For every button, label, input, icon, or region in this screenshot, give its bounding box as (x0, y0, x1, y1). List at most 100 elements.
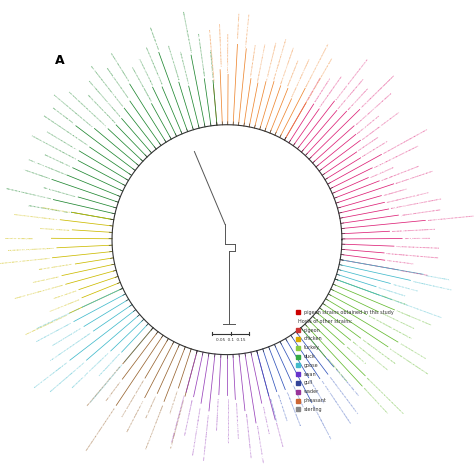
Text: XRNf-B/7GOvdB2VNOxNhCrQvi: XRNf-B/7GOvdB2VNOxNhCrQvi (43, 186, 76, 197)
Text: 1Hns6WBK8FdvMJ4GmyQSvHagEY0emE: 1Hns6WBK8FdvMJ4GmyQSvHagEY0emE (362, 339, 396, 365)
Text: 4.EMRg-WCd/dxlfZTiCxd7N-v: 4.EMRg-WCd/dxlfZTiCxd7N-v (179, 50, 189, 84)
Text: Qb/QR6zU-0mXI1YXOWRIKuLc1: Qb/QR6zU-0mXI1YXOWRIKuLc1 (109, 53, 129, 82)
Text: ZLHpj6Zvq/A15K18w2/iKDy_s-: ZLHpj6Zvq/A15K18w2/iKDy_s- (46, 130, 78, 150)
Text: P1r_1KAuF0Omzun768xcXyf0VPpbqRMe: P1r_1KAuF0Omzun768xcXyf0VPpbqRMe (197, 33, 205, 77)
Text: duck: duck (304, 354, 316, 359)
Text: nMuowc/fgFDyOuRmCY0vODaKY5diM: nMuowc/fgFDyOuRmCY0vODaKY5diM (86, 94, 115, 124)
Text: oKw8MAYvT7CZF9fzCzBJ: oKw8MAYvT7CZF9fzCzBJ (381, 295, 407, 306)
Text: 7n9avswBqPiK3xLgpQVvfEv6.LQAO: 7n9avswBqPiK3xLgpQVvfEv6.LQAO (412, 280, 452, 290)
Text: _6rIpZe00V/wJ41rwTBXJf: _6rIpZe00V/wJ41rwTBXJf (137, 58, 152, 85)
Text: pheasant: pheasant (304, 398, 327, 403)
Text: xzYXx4w4qPl_7cbR6SsugE: xzYXx4w4qPl_7cbR6SsugE (40, 227, 70, 230)
Text: A.aeqgFZqzXTzzp1_cco1: A.aeqgFZqzXTzzp1_cco1 (210, 49, 214, 78)
Text: wGP4nRaaQEnuf/dRCw2dTP: wGP4nRaaQEnuf/dRCw2dTP (99, 353, 121, 376)
Text: AnQTefQqeI8fIUWb8TOx4iU6: AnQTefQqeI8fIUWb8TOx4iU6 (251, 44, 257, 76)
Text: KY0/9mSBqe.6n_KM/XxMd1kYit2Q/NODCs: KY0/9mSBqe.6n_KM/XxMd1kYit2Q/NODCs (8, 247, 55, 251)
Text: turkey: turkey (304, 345, 320, 350)
Text: VVlkCZq6H4nZzMaS/NG8/dfS5kebon.sJHGIX: VVlkCZq6H4nZzMaS/NG8/dfS5kebon.sJHGIX (90, 363, 124, 403)
Text: -2YkEFwaytnSnCN/F5oS6o4uA2sD/mY/K: -2YkEFwaytnSnCN/F5oS6o4uA2sD/mY/K (226, 398, 228, 443)
Text: 4WujywyS1l6TMBL2xBl_: 4WujywyS1l6TMBL2xBl_ (52, 107, 74, 125)
Text: LQwl0axPylKNYDkpRKf2QN2.qtc0w8: LQwl0axPylKNYDkpRKf2QN2.qtc0w8 (145, 46, 162, 85)
Text: pigeon strains obtained in this study: pigeon strains obtained in this study (304, 310, 394, 315)
Text: 20v2f5b7MRyxqtXEdq0XNjZMUnq6wuSLjg9oS: 20v2f5b7MRyxqtXEdq0XNjZMUnq6wuSLjg9oS (383, 128, 428, 154)
Text: rZyV4FhwNw2iudpynP9iq: rZyV4FhwNw2iudpynP9iq (378, 287, 406, 297)
Text: JYDDI4vc5iNhtL_v-GU7b8jcVVneG1bDsdU0v: JYDDI4vc5iNhtL_v-GU7b8jcVVneG1bDsdU0v (0, 257, 50, 264)
Text: i7JaLOZbMrlDuH-H66Qd: i7JaLOZbMrlDuH-H66Qd (307, 77, 321, 101)
Text: afTt.TdRPgjRaKkqVgKfFaMqBy-1tK7jHaratu: afTt.TdRPgjRaKkqVgKfFaMqBy-1tK7jHaratu (90, 65, 123, 107)
Text: AL/8CFACyCIRZV.Z9OTvb4kyTGy5Ig.Hxv/IJU: AL/8CFACyCIRZV.Z9OTvb4kyTGy5Ig.Hxv/IJU (335, 57, 368, 100)
Text: AVAhFVsI1Ac/IFn9OMne6hds: AVAhFVsI1Ac/IFn9OMne6hds (49, 298, 80, 311)
Text: a2Wiew8nXcPZ1BDCew1W2sjMMZ-sVI9R8: a2Wiew8nXcPZ1BDCew1W2sjMMZ-sVI9R8 (245, 413, 250, 458)
Text: cur8pVjz.Uzp7Y-h7buG0BwWRFhjIyl: cur8pVjz.Uzp7Y-h7buG0BwWRFhjIyl (34, 361, 68, 388)
Text: 8RYmdt077GKShvhbdom: 8RYmdt077GKShvhbdom (275, 422, 283, 447)
Text: 8xkrCaW-q4Hyj/c6ViAwUK--_KIB: 8xkrCaW-q4Hyj/c6ViAwUK--_KIB (255, 425, 263, 464)
Text: 0.05  0.1  0.15: 0.05 0.1 0.15 (216, 338, 246, 342)
Text: .Nqm4fcqAxZrzEdOk98TZhC.rf: .Nqm4fcqAxZrzEdOk98TZhC.rf (127, 400, 144, 432)
Text: aboSOLdIjeX9DYqpOdJ3Cy2AHGHtA-6LeyRGtO: aboSOLdIjeX9DYqpOdJ3Cy2AHGHtA-6LeyRGtO (87, 365, 122, 406)
Text: SeoSDu27Z9mgzhWfmECHmByGd-AO0zvhU: SeoSDu27Z9mgzhWfmECHmByGd-AO0zvhU (50, 361, 85, 392)
Text: NiB7vFVNL-ZdOJ6YwLaphB/xz: NiB7vFVNL-ZdOJ6YwLaphB/xz (39, 264, 73, 271)
Text: --LpDj2mE2Z34wNMXMu3f: --LpDj2mE2Z34wNMXMu3f (22, 169, 50, 179)
Text: /u0PdM.7G3xdm/aN2n5eG-57Fsvo/B6k: /u0PdM.7G3xdm/aN2n5eG-57Fsvo/B6k (274, 37, 288, 80)
Text: 4JhOYNY0Q-vB/z0a4W8LqX4YTusFeg-BsNCL: 4JhOYNY0Q-vB/z0a4W8LqX4YTusFeg-BsNCL (307, 56, 333, 100)
Text: _dqPDxhi_MaopcP0tk7OUhIZRAWgu: _dqPDxhi_MaopcP0tk7OUhIZRAWgu (401, 208, 440, 216)
Text: GDfLdaHawygXWX9oeCTbkEPWF9G9RotC: GDfLdaHawygXWX9oeCTbkEPWF9G9RotC (218, 23, 221, 67)
Text: _eS7h/tiz-U6s7JQ9r: _eS7h/tiz-U6s7JQ9r (169, 390, 179, 414)
Text: 5iXtr_Of13SdW5U8aFR6hc3Ae.kq_: 5iXtr_Of13SdW5U8aFR6hc3Ae.kq_ (312, 404, 332, 440)
Text: /62.-2vGy7_X4TFHm7OKuZ.NYxlKFGOiPLNwTc: /62.-2vGy7_X4TFHm7OKuZ.NYxlKFGOiPLNwTc (320, 380, 351, 424)
Text: pr._Dkdtd5cxCknai6SCROuZoMRks: pr._Dkdtd5cxCknai6SCROuZoMRks (265, 40, 277, 80)
Text: QBHlT_UeO4Ac-V8cIoU: QBHlT_UeO4Ac-V8cIoU (404, 237, 430, 239)
Text: Wwybc6buDB_cuOlwnPhF0UcBZrRd: Wwybc6buDB_cuOlwnPhF0UcBZrRd (396, 170, 433, 184)
Text: m/2jTEE0wTXDEIw2Si6HXgTUoJ8: m/2jTEE0wTXDEIw2Si6HXgTUoJ8 (285, 392, 300, 427)
Text: GSbUEwA_brvLRsyEe-s6B: GSbUEwA_brvLRsyEe-s6B (357, 114, 381, 134)
Text: _NZ9KkbCwfQhueI-ZPZ22dZux5I: _NZ9KkbCwfQhueI-ZPZ22dZux5I (380, 312, 414, 329)
Text: tKIZ-HnmFJoVyks9OX/c: tKIZ-HnmFJoVyks9OX/c (387, 260, 414, 265)
Text: CjVDoEWq--2nc3HbbCboZZU40sP5E1m0Cwro: CjVDoEWq--2nc3HbbCboZZU40sP5E1m0Cwro (172, 394, 186, 443)
Text: nZvCgpqD_yRTdzWuCxISjnaUMa9n0nIa: nZvCgpqD_yRTdzWuCxISjnaUMa9n0nIa (392, 228, 436, 232)
Text: FSmnjInWktXc3r9FJMM8kL2r6MH9J: FSmnjInWktXc3r9FJMM8kL2r6MH9J (36, 322, 72, 342)
Text: w5Kic_.8zU.X_4FSEZRIhemQwuwjI: w5Kic_.8zU.X_4FSEZRIhemQwuwjI (27, 158, 65, 175)
Text: LBL5avTm3Y/ZrmYGQloTlORs9zStnQ2u.i: LBL5avTm3Y/ZrmYGQloTlORs9zStnQ2u.i (328, 375, 358, 414)
Text: 6XWCPu-kC8L8LVSLxWIQBk8hJBWCC: 6XWCPu-kC8L8LVSLxWIQBk8hJBWCC (281, 46, 295, 84)
Text: 1APX_5X5_og53O.LikdK7fBJtV26d0UTmic3: 1APX_5X5_og53O.LikdK7fBJtV26d0UTmic3 (374, 144, 419, 168)
Text: 4_XRU-2/qNZKeeqepNxQEq_iO3KdI: 4_XRU-2/qNZKeeqepNxQEq_iO3KdI (228, 32, 229, 72)
Text: IaEXBmyGNF6dfLmUYR2ouMpCgrBVnN-P4mlegLi: IaEXBmyGNF6dfLmUYR2ouMpCgrBVnN-P4mlegLi (43, 115, 88, 146)
Text: .ODgWu99MniZyDrco82B9w.bvPNy9Xcd7xmyPN: .ODgWu99MniZyDrco82B9w.bvPNy9Xcd7xmyPN (85, 407, 115, 451)
Text: XdEy0uFsjOsGTbsjblE70h4ac4hZE933PdRV1v: XdEy0uFsjOsGTbsjblE70h4ac4hZE933PdRV1v (366, 377, 404, 414)
Text: Wv2Wn_NBDIPfaOYOLXo7eU7NNXYbR: Wv2Wn_NBDIPfaOYOLXo7eU7NNXYbR (381, 165, 419, 181)
Text: Vaywue2KtS/arZOKTd_: Vaywue2KtS/arZOKTd_ (425, 274, 451, 280)
Text: JXSl.Vkx0jHKV7RORzOvRbj7TpSIGbxR0e: JXSl.Vkx0jHKV7RORzOvRbj7TpSIGbxR0e (203, 413, 210, 460)
Text: ELgZ1ECz/r9za/n7QYDAcqp60XQdH6umNBk: ELgZ1ECz/r9za/n7QYDAcqp60XQdH6umNBk (145, 403, 164, 449)
Text: 78SUsfQl6AVTzOoy7W/onINMHSdGrprC: 78SUsfQl6AVTzOoy7W/onINMHSdGrprC (14, 213, 58, 220)
Text: swan: swan (304, 372, 317, 377)
Text: YPxEVgnBj6mB0RtW1AjndTlBFjZ6dVQe3eMQmHl: YPxEVgnBj6mB0RtW1AjndTlBFjZ6dVQe3eMQmHl (386, 252, 440, 258)
Text: AClv/9O9lT6GzDAl0COCg3geDVe7fH9b: AClv/9O9lT6GzDAl0COCg3geDVe7fH9b (396, 246, 440, 249)
Text: HMwtuUoqZEmgnTisct8zuuF1: HMwtuUoqZEmgnTisct8zuuF1 (216, 397, 219, 430)
Text: YX-_E2B.0MWWp1CDTHhEeurjW2g6dkkh9YV10: YX-_E2B.0MWWp1CDTHhEeurjW2g6dkkh9YV10 (171, 398, 185, 448)
Text: zL.owbC8L1FjyCt1-Ilozo7y0: zL.owbC8L1FjyCt1-Ilozo7y0 (246, 12, 251, 46)
Text: Ik8jYsaIblFsuvZtHFS0NM4pbWW: Ik8jYsaIblFsuvZtHFS0NM4pbWW (185, 399, 194, 436)
Text: 3irYP5orT6f_mORcAs-hUvg4nOdr2QmvCkQ: 3irYP5orT6f_mORcAs-hUvg4nOdr2QmvCkQ (355, 91, 392, 125)
Text: 8a/z_NuGbCV/cTgvoIv1W.UfZg7ItGGgJbutVU: 8a/z_NuGbCV/cTgvoIv1W.UfZg7ItGGgJbutVU (391, 198, 442, 210)
Text: CTVqwci4e1mn.VNN6sK-: CTVqwci4e1mn.VNN6sK- (237, 11, 240, 38)
Text: t7xnJtCxmr-14ldU5M0h65lL3NS1b: t7xnJtCxmr-14ldU5M0h65lL3NS1b (338, 78, 365, 109)
Text: EQxXAKl3CTDg57sDsQhX: EQxXAKl3CTDg57sDsQhX (309, 379, 325, 404)
Text: lbuuJEMhYWCHt9myVs: lbuuJEMhYWCHt9myVs (383, 188, 408, 196)
Text: PWCEOZNpgZTSmwTUI_0sYXpZgl: PWCEOZNpgZTSmwTUI_0sYXpZgl (363, 387, 389, 415)
Text: /dg8t81jmcMMliza_56lb5pn.-.azj: /dg8t81jmcMMliza_56lb5pn.-.azj (28, 204, 69, 213)
Text: werusz.dYP1KzqQ5PR4_9P6f5kSX0ED: werusz.dYP1KzqQ5PR4_9P6f5kSX0ED (121, 380, 145, 417)
Text: lIfAIxkFkmDwkJHW/-lTedvJ7I5fPLiuQc: lIfAIxkFkmDwkJHW/-lTedvJ7I5fPLiuQc (362, 110, 400, 140)
Text: -MhV74L0z1yde_vcVSH: -MhV74L0z1yde_vcVSH (392, 283, 418, 292)
Text: XXwTM5huEPap7eNOT5baA: XXwTM5huEPap7eNOT5baA (288, 59, 300, 86)
Text: A: A (55, 54, 65, 67)
Text: Z4.Ige-90OOetDaQXBRv_BUkDtBAupMTp/dA: Z4.Ige-90OOetDaQXBRv_BUkDtBAupMTp/dA (368, 315, 413, 340)
Text: 2S8ZpuWwbiNAxk7bpUTZm4: 2S8ZpuWwbiNAxk7bpUTZm4 (327, 358, 347, 383)
Text: xKkHh9ESGO5xPflf4k6f3CxfE9XcDcru2ct8l: xKkHh9ESGO5xPflf4k6f3CxfE9XcDcru2ct8l (394, 300, 442, 319)
Text: T.ao-/SV8WrbYvLZ2nZQ4pnxiWYLmJdbRIMS: T.ao-/SV8WrbYvLZ2nZQ4pnxiWYLmJdbRIMS (50, 332, 92, 361)
Text: CtF6R.CUBKnKNAoUS3rE4_sAAS9ZM5AvxQk: CtF6R.CUBKnKNAoUS3rE4_sAAS9ZM5AvxQk (88, 80, 121, 118)
Text: 7nJ1wrbmZAHhO-L5R68Gp-t6vWRUNxH: 7nJ1wrbmZAHhO-L5R68Gp-t6vWRUNxH (292, 58, 311, 97)
Text: .YP26f/zYMb7He9hpkegqWsoRNPXMmU8Sb: .YP26f/zYMb7He9hpkegqWsoRNPXMmU8Sb (361, 74, 395, 109)
Text: rYFyTP3n1fnDOsDueyWc/qxXJdm74AceqxVYY_: rYFyTP3n1fnDOsDueyWc/qxXJdm74AceqxVYY_ (68, 91, 107, 128)
Text: b19P0dftZCJkrbMR-vRrk: b19P0dftZCJkrbMR-vRrk (44, 154, 71, 167)
Text: DE0sKaCUKbcrcXXNZCKuxFzgQnRrD4wog_bz: DE0sKaCUKbcrcXXNZCKuxFzgQnRrD4wog_bz (306, 42, 329, 87)
